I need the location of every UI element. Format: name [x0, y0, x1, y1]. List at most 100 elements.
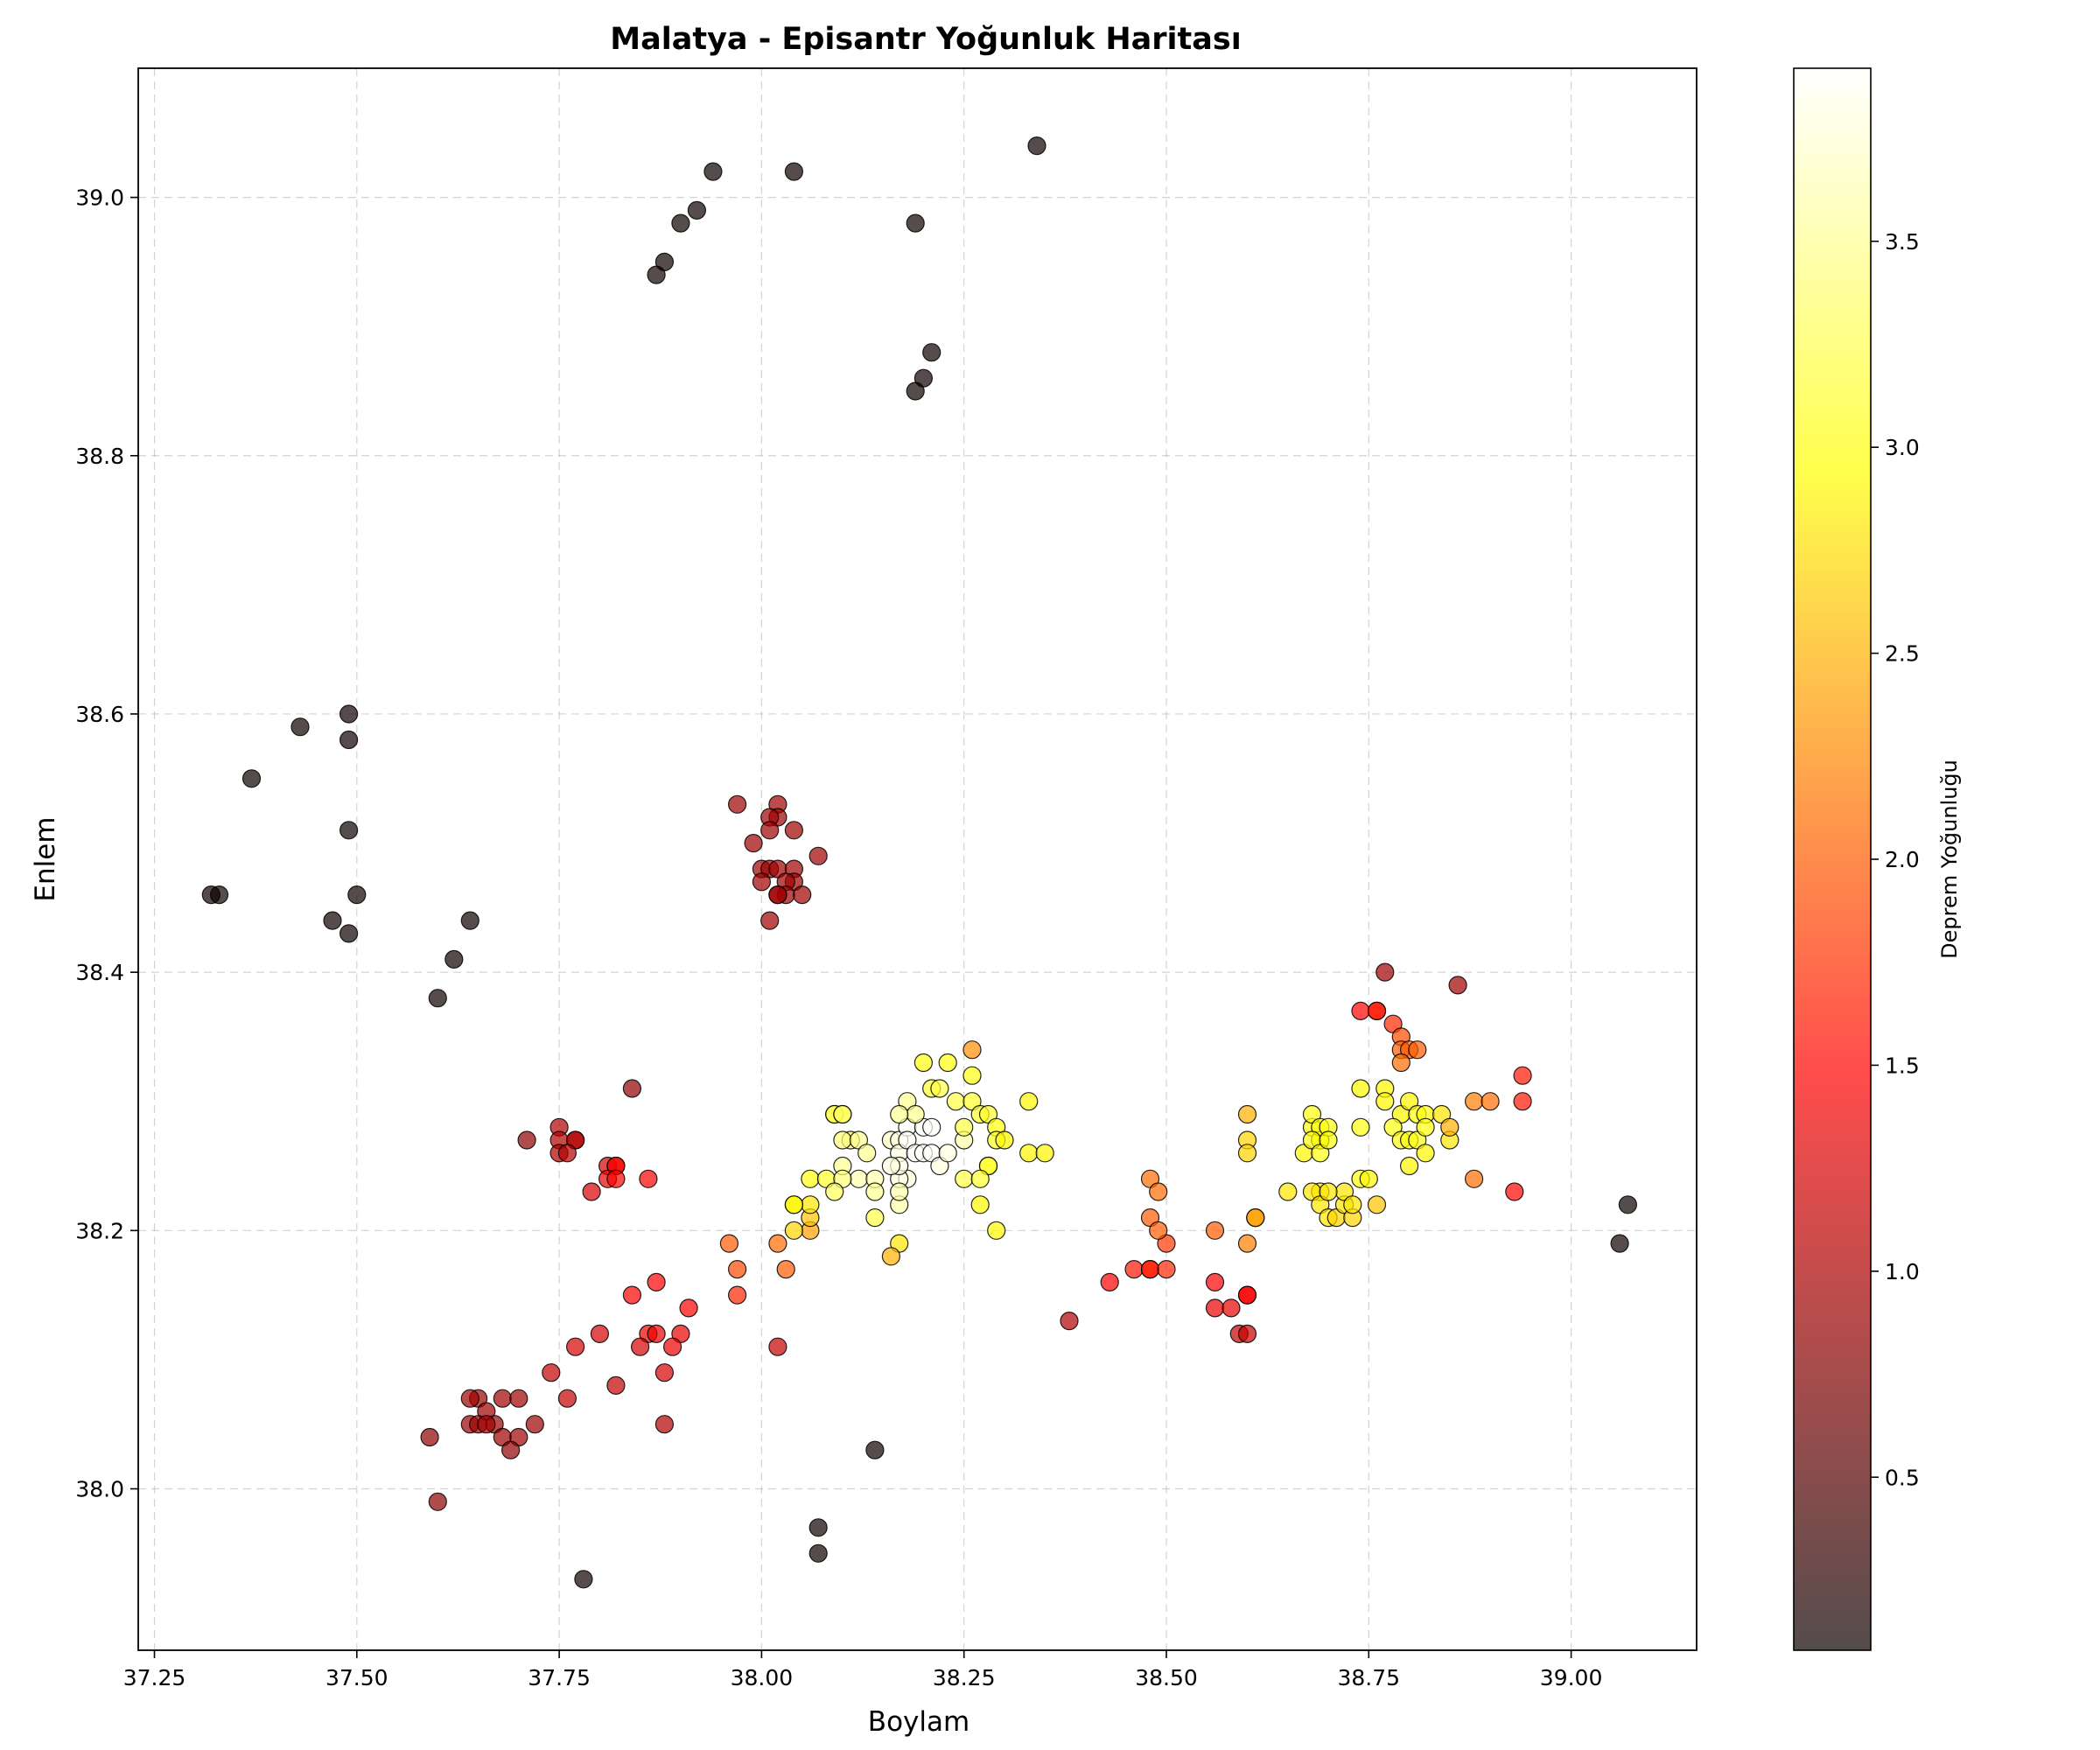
epicenter-point	[1205, 1221, 1225, 1240]
epicenter-point	[1237, 1324, 1257, 1344]
epicenter-point	[801, 1169, 820, 1188]
epicenter-point	[323, 911, 342, 930]
epicenter-point	[662, 1337, 682, 1356]
epicenter-point	[922, 1117, 942, 1137]
epicenter-point	[801, 1195, 820, 1214]
epicenter-point	[340, 704, 359, 724]
plot-frame	[137, 67, 1698, 1651]
epicenter-point	[654, 1363, 675, 1382]
epicenter-point	[639, 1169, 658, 1188]
epicenter-point	[833, 1104, 852, 1124]
epicenter-point	[760, 821, 780, 840]
x-tick-label: 38.25	[933, 1665, 996, 1690]
epicenter-point	[630, 1337, 650, 1356]
epicenter-point	[922, 343, 942, 362]
epicenter-point	[865, 1440, 885, 1460]
epicenter-point	[727, 1259, 747, 1279]
epicenter-point	[1060, 1311, 1079, 1331]
x-tick-label: 38.50	[1135, 1665, 1198, 1690]
epicenter-point	[1480, 1092, 1500, 1111]
epicenter-point	[938, 1144, 957, 1163]
epicenter-point	[340, 730, 359, 750]
epicenter-point	[1513, 1092, 1532, 1111]
x-tick-label: 38.75	[1338, 1665, 1401, 1690]
epicenter-point	[704, 162, 723, 181]
epicenter-point	[654, 1415, 675, 1434]
epicenter-point	[1351, 1001, 1370, 1021]
colorbar-tick-label: 0.5	[1885, 1465, 1920, 1490]
y-tick-label: 38.8	[75, 444, 124, 469]
epicenter-point	[752, 872, 772, 892]
epicenter-point	[1610, 1234, 1629, 1253]
epicenter-point	[347, 885, 367, 905]
y-tick-label: 39.0	[75, 186, 124, 211]
epicenter-point	[890, 1104, 909, 1124]
epicenter-point	[744, 833, 763, 853]
epicenter-point	[1359, 1169, 1378, 1188]
x-tick-label: 38.00	[731, 1665, 794, 1690]
epicenter-point	[1319, 1130, 1338, 1150]
epicenter-point	[858, 1144, 877, 1163]
epicenter-point	[500, 1440, 521, 1460]
epicenter-point	[574, 1570, 593, 1589]
epicenter-point	[1237, 1285, 1257, 1305]
epicenter-point	[808, 1544, 828, 1563]
epicenter-point	[622, 1079, 642, 1098]
epicenter-point	[460, 911, 480, 930]
epicenter-point	[679, 1298, 698, 1318]
epicenter-point	[1343, 1195, 1362, 1214]
x-axis-label: Boylam	[868, 1706, 970, 1738]
colorbar-tick-label: 3.5	[1885, 229, 1920, 255]
x-tick-label: 39.00	[1540, 1665, 1603, 1690]
epicenter-point	[784, 1221, 804, 1240]
epicenter-point	[517, 1130, 536, 1150]
epicenter-point	[647, 265, 666, 284]
epicenter-point	[955, 1117, 974, 1137]
epicenter-point	[444, 949, 464, 970]
y-tick-label: 38.4	[75, 960, 124, 985]
epicenter-point	[768, 885, 788, 905]
plot-background	[138, 68, 1697, 1650]
epicenter-point	[622, 1285, 642, 1305]
epicenter-point	[784, 1195, 804, 1214]
epicenter-point	[849, 1169, 869, 1188]
epicenter-point	[906, 214, 925, 233]
epicenter-point	[719, 1234, 739, 1253]
epicenter-point	[542, 1363, 561, 1382]
epicenter-point	[906, 1104, 925, 1124]
epicenter-point	[865, 1208, 885, 1228]
epicenter-point	[1205, 1272, 1225, 1292]
epicenter-point	[970, 1169, 990, 1188]
epicenter-point	[582, 1182, 601, 1201]
epicenter-point	[1448, 976, 1467, 995]
epicenter-point	[768, 1337, 788, 1356]
epicenter-point	[1440, 1117, 1460, 1137]
colorbar-tick-label: 2.5	[1885, 641, 1920, 667]
epicenter-point	[1376, 1092, 1395, 1111]
epicenter-point	[1237, 1234, 1257, 1253]
epicenter-point	[647, 1324, 666, 1344]
epicenter-point	[930, 1079, 949, 1098]
grid-lines	[138, 68, 1697, 1650]
epicenter-point	[808, 846, 828, 865]
colorbar: 0.5 1.0 1.5 2.0 2.5 3.0 3.5 Deprem Yoğunluğu	[1793, 67, 1962, 1651]
epicenter-point	[525, 1415, 544, 1434]
colorbar-tick-label: 3.0	[1885, 435, 1920, 460]
epicenter-point	[340, 821, 359, 840]
epicenter-point	[557, 1389, 578, 1408]
epicenter-point	[784, 162, 804, 181]
y-axis-label: Enlem	[30, 816, 61, 901]
epicenter-point	[1416, 1117, 1435, 1137]
epicenter-point	[1391, 1053, 1410, 1073]
epicenter-point	[946, 1092, 966, 1111]
epicenter-point	[1237, 1144, 1257, 1163]
epicenter-point	[833, 1130, 852, 1150]
colorbar-ticks: 0.5 1.0 1.5 2.0 2.5 3.0 3.5	[1871, 229, 1920, 1490]
epicenter-point	[881, 1156, 901, 1176]
epicenter-point	[1222, 1298, 1241, 1318]
epicenter-point	[987, 1221, 1006, 1240]
epicenter-point	[1367, 1195, 1387, 1214]
epicenter-point	[1513, 1066, 1532, 1085]
colorbar-tick-label: 2.0	[1885, 847, 1920, 872]
